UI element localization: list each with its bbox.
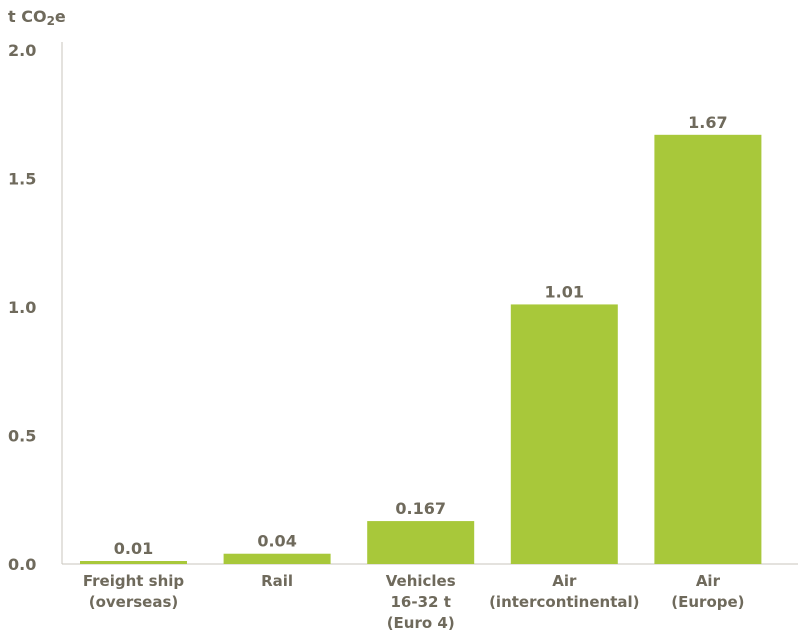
- x-tick-label: Air (Europe): [671, 572, 744, 611]
- data-label: 0.01: [114, 539, 153, 558]
- x-tick-label-line: (overseas): [89, 593, 179, 611]
- y-tick-label: 0.0: [8, 555, 36, 574]
- x-tick-label: Rail: [261, 572, 293, 590]
- y-axis-title-subscript: 2: [47, 14, 55, 28]
- y-axis-title: t CO2e: [8, 7, 66, 28]
- data-label: 1.01: [545, 282, 584, 301]
- y-axis-title-suffix: e: [55, 7, 66, 26]
- x-tick-label-line: (Europe): [671, 593, 744, 611]
- bar: [80, 561, 187, 564]
- x-tick-label: Vehicles 16-32 t (Euro 4): [386, 572, 456, 632]
- bar: [654, 134, 762, 564]
- bars: [80, 134, 762, 564]
- x-tick-label-line: Rail: [261, 572, 293, 590]
- x-tick-label: Freight ship (overseas): [83, 572, 185, 611]
- data-label: 0.167: [395, 499, 446, 518]
- y-axis-title-main: t CO: [8, 7, 47, 26]
- x-tick-label-line: (Euro 4): [387, 614, 455, 632]
- x-tick-label-line: Air: [696, 572, 721, 590]
- y-tick-label: 1.0: [8, 298, 36, 317]
- x-tick-label-line: Vehicles: [386, 572, 456, 590]
- labels: 0.01 Freight ship (overseas) 0.04 Rail 0.167 V…: [83, 113, 745, 632]
- y-tick-label: 0.5: [8, 427, 36, 446]
- x-tick-label-line: Freight ship: [83, 572, 185, 590]
- x-tick-label-line: Air: [552, 572, 577, 590]
- x-tick-label-line: (intercontinental): [489, 593, 639, 611]
- bar: [510, 304, 618, 564]
- data-label: 1.67: [688, 113, 727, 132]
- bar: [367, 521, 475, 564]
- x-tick-label-line: 16-32 t: [391, 593, 451, 611]
- y-tick-label: 2.0: [8, 41, 36, 60]
- bar: [223, 553, 331, 564]
- y-tick-label: 1.5: [8, 170, 36, 189]
- data-label: 0.04: [257, 532, 296, 551]
- x-tick-label: Air (intercontinental): [489, 572, 639, 611]
